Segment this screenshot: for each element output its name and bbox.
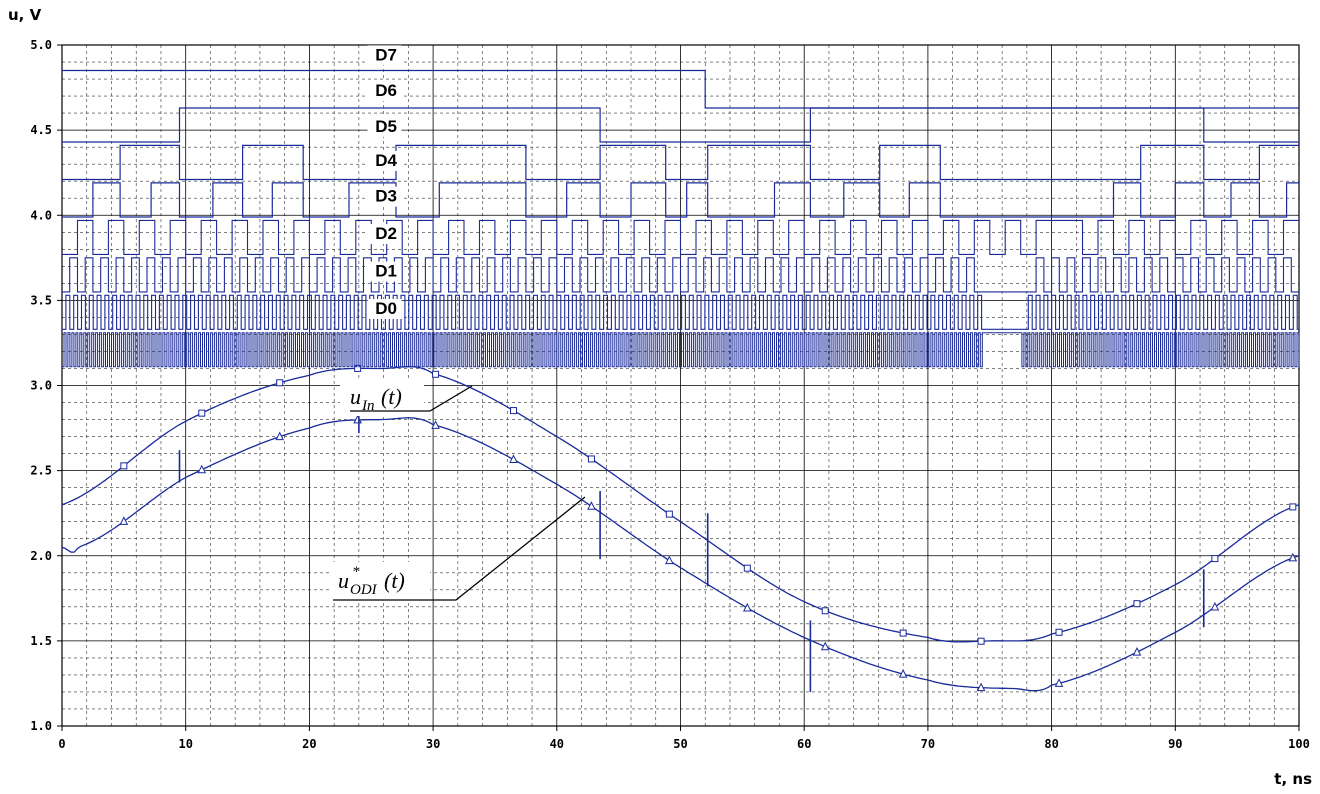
- x-tick-label: 40: [550, 737, 564, 751]
- series-marker: [742, 602, 752, 612]
- trace-label-d7: D7: [375, 45, 397, 64]
- label-u-odi-main: u: [338, 568, 349, 593]
- series-marker: [977, 637, 985, 645]
- series-marker: [198, 409, 206, 417]
- label-box-u-in: [340, 380, 424, 416]
- series-marker: [1210, 601, 1220, 611]
- trace-label-d4: D4: [375, 151, 397, 170]
- y-tick-label: 2.0: [30, 549, 52, 563]
- trace-label-bg: [367, 224, 402, 245]
- trace-label-bg: [367, 261, 402, 282]
- y-tick-label: 4.0: [30, 208, 52, 222]
- x-tick-label: 90: [1168, 737, 1182, 751]
- trace-d3: [62, 219, 1299, 255]
- trace-label-d6: D6: [375, 81, 397, 100]
- x-axis-label: t, ns: [1274, 770, 1312, 788]
- series-marker: [820, 641, 830, 651]
- series-layer: [61, 364, 1300, 692]
- series-marker: [197, 464, 207, 474]
- series-marker: [276, 379, 284, 387]
- series-marker: [1133, 600, 1141, 608]
- y-tick-label: 4.5: [30, 123, 52, 137]
- series-line-u-in: [61, 366, 1300, 643]
- label-box-u-odi: [330, 562, 430, 602]
- series-marker: [1211, 555, 1219, 563]
- trace-d1: [62, 294, 1299, 330]
- leader-u-in: [350, 385, 473, 412]
- label-u-in-main: u: [350, 384, 361, 409]
- x-tick-label: 0: [58, 737, 65, 751]
- series-marker: [432, 370, 440, 378]
- label-u-odi-arg: (t): [384, 568, 405, 593]
- series-marker: [1055, 628, 1063, 636]
- y-tick-label: 1.5: [30, 634, 52, 648]
- x-tick-label: 60: [797, 737, 811, 751]
- trace-label-d3: D3: [375, 187, 397, 206]
- series-marker: [510, 407, 518, 415]
- y-tick-label: 3.5: [30, 293, 52, 307]
- series-line-u-odi: [61, 417, 1300, 692]
- axis-ticks: 0 10 20 30 40 50 60 70 80 90 100 1.0 1.5 2.0 2.5 3.0 3.5…: [30, 38, 1310, 751]
- series-marker: [898, 669, 908, 678]
- trace-label-bg: [367, 81, 402, 102]
- y-tick-label: 5.0: [30, 38, 52, 52]
- label-u-in-sub: In: [361, 398, 375, 414]
- series-marker: [1054, 678, 1064, 687]
- series-marker: [899, 629, 907, 637]
- x-tick-label: 30: [426, 737, 440, 751]
- trace-label-bg: [367, 116, 402, 137]
- series-marker: [119, 516, 129, 525]
- trace-label-d5: D5: [375, 117, 397, 136]
- x-tick-label: 20: [302, 737, 316, 751]
- trace-d2: [62, 257, 1299, 293]
- trace-d5: [62, 144, 1299, 181]
- series-marker: [665, 510, 673, 518]
- series-marker: [587, 455, 595, 463]
- trace-label-d2: D2: [375, 224, 397, 243]
- series-marker: [509, 454, 518, 463]
- y-tick-label: 1.0: [30, 719, 52, 733]
- trace-label-bg: [367, 150, 402, 171]
- series-marker: [431, 420, 440, 429]
- trace-label-d0: D0: [375, 299, 397, 318]
- trace-label-bg: [367, 186, 402, 207]
- series-marker: [354, 364, 362, 372]
- series-marker: [821, 607, 829, 615]
- series-marker: [275, 431, 285, 441]
- y-tick-label: 3.0: [30, 379, 52, 393]
- leader-u-odi: [333, 496, 586, 601]
- series-marker: [1288, 552, 1298, 562]
- trace-label-bg: [367, 45, 402, 66]
- trace-d0: [62, 332, 1300, 368]
- series-marker: [1289, 503, 1297, 511]
- label-u-in-arg: (t): [381, 384, 402, 409]
- digital-layer: [62, 69, 1300, 368]
- x-tick-label: 50: [673, 737, 687, 751]
- trace-d4: [62, 182, 1299, 218]
- series-marker: [976, 682, 986, 692]
- x-tick-label: 70: [921, 737, 935, 751]
- series-marker: [587, 501, 596, 510]
- series-marker: [1132, 647, 1142, 656]
- x-tick-label: 100: [1288, 737, 1310, 751]
- major-grid: [62, 45, 1299, 726]
- label-u-odi-sub: ODI: [350, 582, 378, 598]
- label-u-odi-sup: *: [352, 564, 360, 580]
- y-axis-label: u, V: [8, 6, 42, 24]
- series-marker: [665, 555, 674, 565]
- series-marker: [743, 564, 751, 572]
- series-marker: [120, 462, 128, 470]
- trace-label-d1: D1: [375, 262, 397, 281]
- trace-label-bg: [367, 298, 402, 319]
- x-tick-label: 10: [178, 737, 192, 751]
- x-tick-label: 80: [1044, 737, 1058, 751]
- trace-d6: [62, 107, 1299, 143]
- y-tick-label: 2.5: [30, 464, 52, 478]
